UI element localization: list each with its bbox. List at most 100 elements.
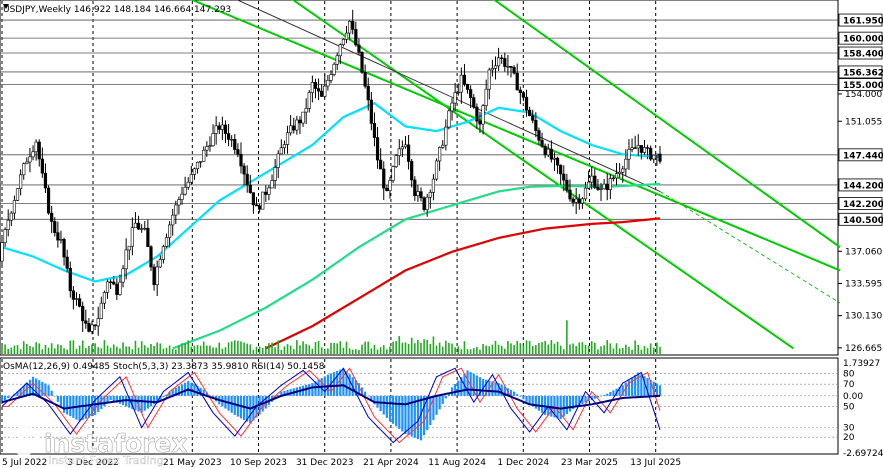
volume-bar <box>572 343 574 354</box>
level-label: 160.000 <box>843 35 883 45</box>
osma-bar <box>578 395 581 406</box>
osma-bar <box>609 392 612 396</box>
candle-up <box>341 38 346 45</box>
candle-down <box>571 198 575 203</box>
price-tick-label: 154.000 <box>845 90 882 100</box>
osma-bar <box>478 377 482 396</box>
candle-up <box>180 193 184 200</box>
osma-bar <box>438 395 441 410</box>
candle-down <box>375 137 380 161</box>
volume-bar <box>320 347 323 354</box>
candle-down <box>372 123 377 138</box>
candle-up <box>459 74 463 93</box>
volume-bar <box>112 344 115 354</box>
candle-down <box>555 157 560 166</box>
candle-up <box>338 44 342 57</box>
volume-bar <box>292 349 295 354</box>
collapse-arrow-icon[interactable] <box>3 4 9 9</box>
price-axis: 161.950 160.000 158.400 156.362 155.000 147.4… <box>838 13 883 354</box>
volume-bar <box>590 341 593 354</box>
volume-bar <box>147 347 149 354</box>
candle-up <box>496 57 501 67</box>
candle-up <box>431 178 436 193</box>
candle-down <box>136 222 141 230</box>
volume-bar <box>233 340 236 354</box>
volume-bar <box>426 339 429 354</box>
osma-bar <box>481 378 485 396</box>
osma-bar <box>494 382 497 396</box>
osma-bar <box>190 382 193 396</box>
osma-bar <box>59 395 63 408</box>
volume-bar <box>57 344 59 354</box>
osma-bar <box>528 395 531 405</box>
volume-bar <box>646 348 649 354</box>
osma-bar <box>435 395 438 415</box>
osma-bar <box>205 392 208 396</box>
volume-bar <box>497 344 500 354</box>
indicator-header: OsMA(12,26,9) 0.49485 Stoch(5,3,3) 23.38… <box>3 362 325 372</box>
candle-up <box>208 145 212 147</box>
volume-bar <box>85 348 87 354</box>
volume-bar <box>305 344 307 354</box>
volume-bar <box>296 340 298 354</box>
candle-up <box>574 198 578 203</box>
volume-bar <box>584 344 587 354</box>
osma-bar <box>559 395 562 420</box>
candle-up <box>6 219 10 230</box>
volume-bar <box>100 348 103 354</box>
osma-bar <box>115 395 118 403</box>
price-panel[interactable] <box>0 0 841 356</box>
candle-up <box>583 187 588 200</box>
level-label-box <box>838 178 883 192</box>
osma-bar <box>0 395 4 403</box>
volume-bar <box>379 347 382 354</box>
volume-bar <box>268 343 270 354</box>
volume-bar <box>612 348 615 354</box>
osma-bar <box>416 395 419 440</box>
osma-bar <box>643 376 646 396</box>
volume-bar <box>32 347 34 354</box>
level-label-box <box>838 148 883 162</box>
osma-bar <box>475 375 478 396</box>
volume-bar <box>311 348 314 354</box>
candle-up <box>394 155 398 167</box>
osma-bar <box>658 385 662 396</box>
volume-bar <box>199 345 202 354</box>
osma-bar <box>239 395 243 419</box>
price-tick-label: 137.060 <box>845 247 882 257</box>
candle-up <box>74 298 79 300</box>
volume-bar <box>413 343 416 354</box>
symbol-header: USDJPY,Weekly 146.922 148.184 146.664 14… <box>3 5 231 15</box>
volume-bar <box>13 345 16 354</box>
candle-down <box>93 324 97 327</box>
volume-bar <box>606 340 609 354</box>
osma-bar <box>503 386 506 396</box>
osma-bar <box>581 395 584 404</box>
osma-bar <box>388 395 392 422</box>
stochastic-signal-line <box>2 367 661 444</box>
volume-bar <box>528 341 531 354</box>
volume-bar <box>448 342 450 354</box>
osma-bar <box>565 395 568 415</box>
osma-bar <box>208 395 212 396</box>
volume-bar <box>184 343 186 354</box>
osma-bar <box>7 395 10 398</box>
osma-bar <box>500 384 503 396</box>
candle-up <box>642 147 647 153</box>
volume-bar <box>500 345 503 354</box>
time-tick-label: 21 Apr 2024 <box>363 458 419 468</box>
indicator-panel[interactable] <box>0 357 839 455</box>
candle-up <box>186 181 190 188</box>
osma-bar <box>649 379 652 396</box>
volume-bar <box>196 345 199 354</box>
candle-up <box>220 124 224 130</box>
time-tick-label: 1 Dec 2024 <box>497 458 549 468</box>
volume-bar <box>265 346 267 354</box>
volume-bar <box>119 348 121 354</box>
volume-bar <box>274 347 276 354</box>
osma-bar <box>62 395 66 413</box>
candle-up <box>599 188 603 190</box>
osma-bar <box>391 395 395 424</box>
volume-bar <box>460 349 463 354</box>
